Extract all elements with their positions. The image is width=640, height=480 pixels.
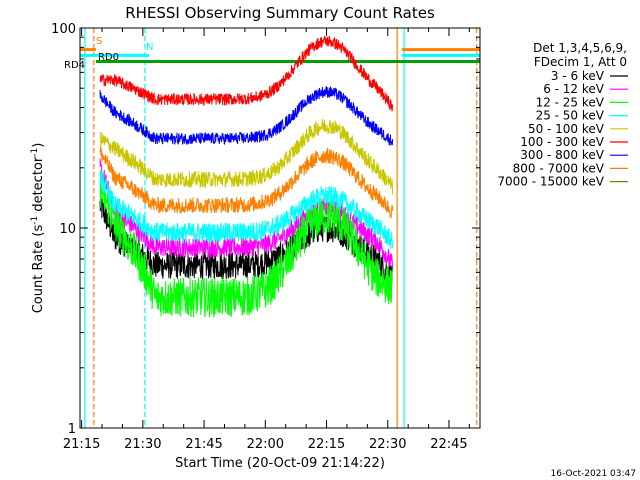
series-line-7 — [99, 146, 394, 220]
axes-layer: 21:15 21:30 21:45 22:00 22:15 22:30 22:45 1 10 10… — [51, 22, 481, 452]
legend-entry-3: 25 - 50 keV — [536, 109, 605, 123]
legend-entry-0: 3 - 6 keV — [551, 69, 605, 83]
x-tick-label-0: 21:15 — [63, 437, 100, 452]
y-axis-title: Count Rate (s-1 detector-1) — [30, 143, 46, 314]
x-tick-label-6: 22:45 — [430, 437, 467, 452]
legend: Det 1,3,4,5,6,9, FDecim 1, Att 0 3 - 6 k… — [497, 41, 628, 189]
y-axis-title-sup1: -1 — [30, 216, 40, 225]
series-line-6 — [99, 86, 394, 146]
x-tick-label-4: 22:15 — [308, 437, 345, 452]
series-line-5 — [99, 36, 394, 112]
series-line-2 — [99, 170, 394, 318]
flag-label-rd4: RD4 — [64, 60, 85, 71]
y-axis-title-part3: ) — [31, 143, 46, 148]
series-line-4 — [99, 118, 394, 195]
x-tick-label-5: 22:30 — [369, 437, 406, 452]
y-axis-title-part1: Count Rate (s — [31, 225, 46, 314]
legend-entry-8: 7000 - 15000 keV — [497, 175, 604, 189]
x-tick-label-3: 22:00 — [247, 437, 284, 452]
y-axis-title-sup2: -1 — [30, 148, 40, 157]
series-line-3 — [99, 171, 394, 249]
x-tick-label-1: 21:30 — [124, 437, 161, 452]
y-axis-title-part2: detector — [31, 156, 46, 216]
x-axis-title: Start Time (20-Oct-09 21:14:22) — [175, 456, 385, 471]
legend-entry-1: 6 - 12 keV — [543, 82, 605, 96]
legend-header-line1: Det 1,3,4,5,6,9, — [533, 41, 627, 55]
legend-header-line2: FDecim 1, Att 0 — [534, 55, 627, 69]
legend-entry-4: 50 - 100 keV — [528, 122, 605, 136]
plot-layer — [80, 28, 480, 428]
legend-entry-7: 800 - 7000 keV — [513, 161, 605, 175]
y-tick-label-1: 10 — [59, 222, 76, 237]
legend-entry-5: 100 - 300 keV — [520, 135, 604, 149]
flag-label-rd0: RD0 — [98, 52, 119, 63]
footer-timestamp: 16-Oct-2021 03:47 — [551, 469, 636, 479]
flag-label-s: S — [96, 36, 102, 47]
y-tick-label-2: 100 — [51, 22, 76, 37]
y-tick-label-0: 1 — [68, 422, 76, 437]
legend-entry-6: 300 - 800 keV — [520, 148, 604, 162]
flag-label-n: N — [146, 42, 153, 53]
legend-entry-2: 12 - 25 keV — [536, 95, 605, 109]
x-tick-label-2: 21:45 — [185, 437, 222, 452]
chart-title: RHESSI Observing Summary Count Rates — [125, 4, 435, 22]
